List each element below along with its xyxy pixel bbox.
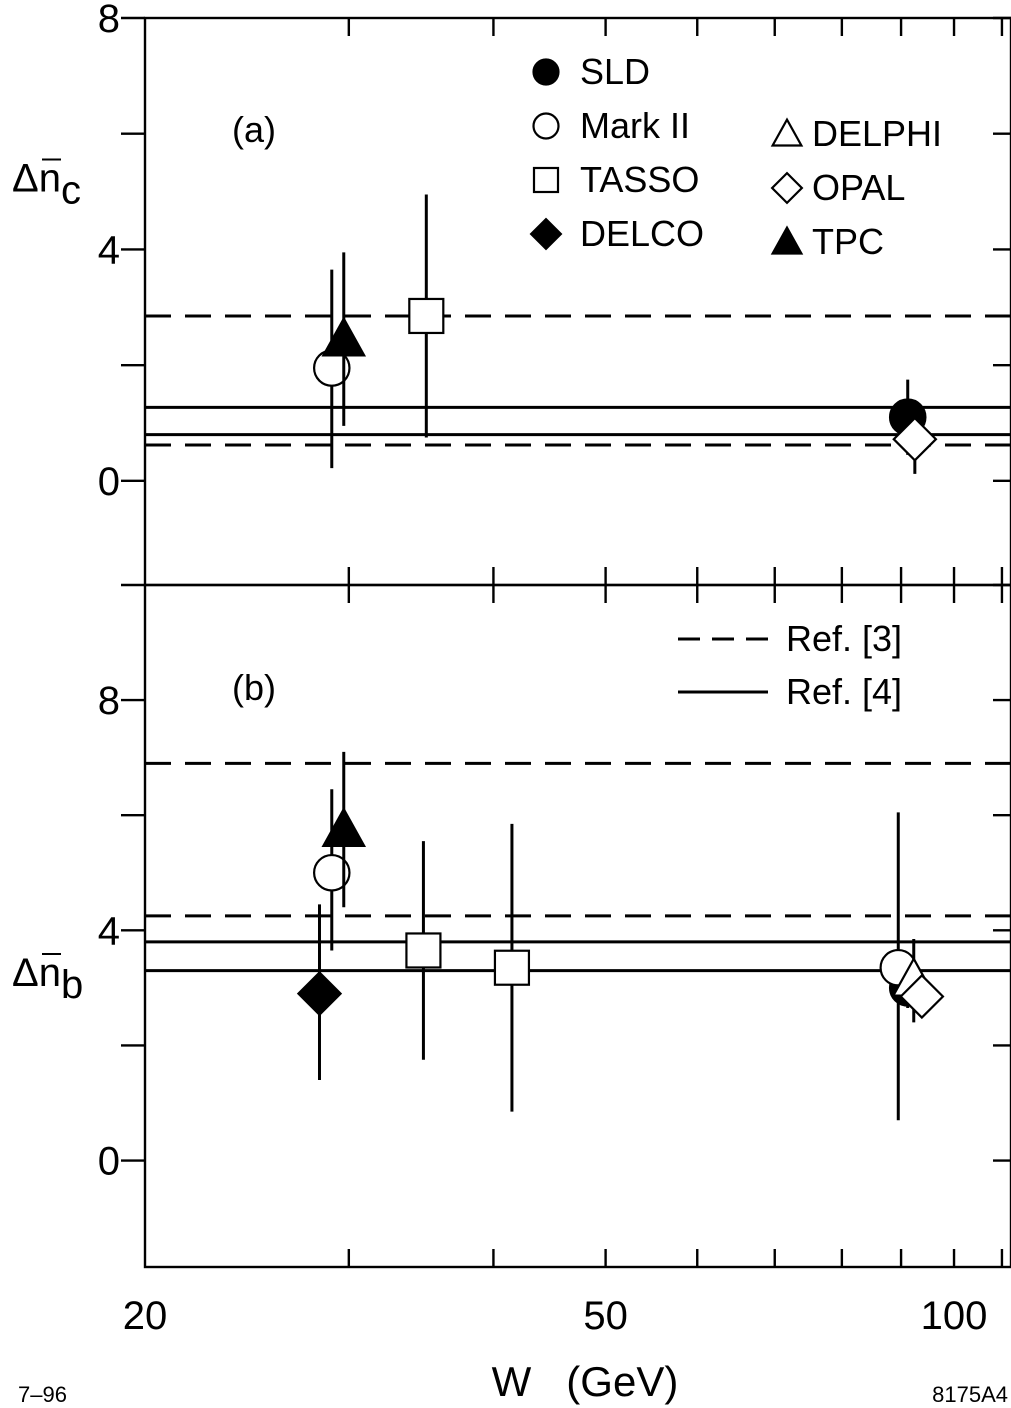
legend-marker-tasso — [532, 166, 560, 194]
legend-marker-delphi — [770, 117, 804, 147]
tasso-point — [493, 949, 531, 986]
opal-point — [899, 973, 945, 1020]
legend-marker-delco — [529, 217, 563, 251]
y-tick-label: 8 — [98, 0, 120, 41]
tasso-point — [405, 932, 442, 969]
y-tick-label: 0 — [98, 460, 120, 504]
legend-label-delphi: DELPHI — [812, 113, 942, 154]
legend-label-delco: DELCO — [580, 213, 704, 254]
legend-marker-opal — [770, 171, 804, 205]
tpc-point — [321, 316, 367, 357]
y-axis-label: Δnc — [12, 157, 81, 213]
legend-label-opal: OPAL — [812, 167, 905, 208]
legend-marker-mark-ii — [532, 112, 560, 140]
panel-label: (b) — [232, 667, 276, 708]
x-tick-label: 20 — [123, 1294, 168, 1338]
legend-lines: Ref. [3] Ref. [4] — [678, 618, 902, 712]
x-axis-label: W (GeV) — [492, 1358, 679, 1405]
x-tick-label: 50 — [583, 1294, 628, 1338]
panel-b: 0 4 8 Δnb (b) 20 50 100 — [12, 583, 1011, 1338]
legend-marker-tpc — [770, 225, 804, 255]
x-tick-label: 100 — [921, 1294, 988, 1338]
y-axis-label: Δnb — [12, 951, 83, 1007]
delco-point — [296, 970, 343, 1017]
legend-label-mark-ii: Mark II — [580, 105, 690, 146]
legend-line-label: Ref. [4] — [786, 671, 902, 712]
mark-ii-point — [312, 853, 351, 892]
panel-a: 0 4 8 Δnc (a) — [12, 0, 1011, 587]
plot-frame — [143, 16, 1011, 587]
opal-point — [892, 416, 938, 462]
legend-label-tasso: TASSO — [580, 159, 699, 200]
plot-frame — [143, 583, 1011, 1269]
footer-right-code: 8175A4 — [932, 1382, 1008, 1407]
footer-left-code: 7–96 — [18, 1382, 67, 1407]
tpc-point — [321, 806, 367, 848]
panel-label: (a) — [232, 109, 276, 150]
y-tick-label: 4 — [98, 909, 120, 953]
y-tick-label: 0 — [98, 1140, 120, 1184]
tasso-point — [408, 297, 445, 335]
legend-label-tpc: TPC — [812, 221, 884, 262]
legend-marker-sld — [532, 58, 560, 86]
legend-line-label: Ref. [3] — [786, 618, 902, 659]
y-tick-label: 8 — [98, 679, 120, 723]
legend-label-sld: SLD — [580, 51, 650, 92]
legend-markers: SLD Mark II TASSO DELCO DELPHI OPAL TPC — [529, 51, 942, 262]
y-tick-label: 4 — [98, 228, 120, 272]
